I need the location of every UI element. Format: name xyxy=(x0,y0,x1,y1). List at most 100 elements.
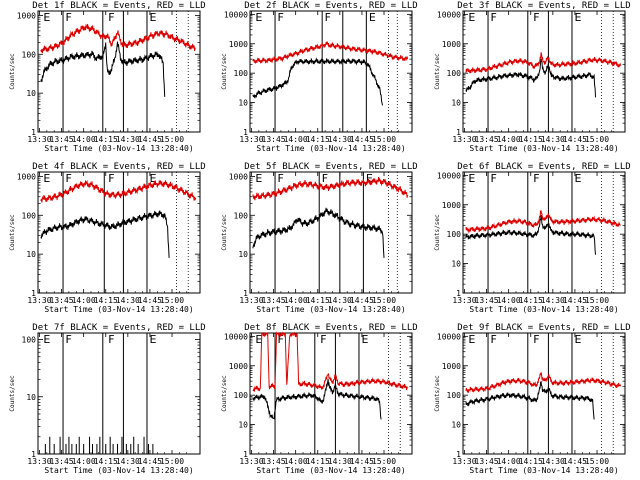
x-tick-label: 13:30 xyxy=(452,457,476,466)
event-marker: E xyxy=(43,333,50,346)
event-marker: F xyxy=(533,333,539,346)
y-tick-label: 1 xyxy=(243,289,248,298)
plot-frame xyxy=(249,10,413,133)
y-tick-label: 1 xyxy=(456,289,461,298)
x-tick-label: 13:30 xyxy=(27,135,51,144)
y-tick-label: 10000 xyxy=(437,171,461,180)
panel-title: Det 9f BLACK = Events, RED = LLD xyxy=(457,323,630,333)
y-tick-label: 1 xyxy=(31,128,36,137)
y-tick-label: 10000 xyxy=(224,10,248,19)
y-tick-label: 1 xyxy=(31,450,36,459)
lld-series-line xyxy=(252,41,409,65)
x-tick-label: 14:00 xyxy=(284,457,308,466)
x-tick-label: 13:45 xyxy=(262,457,286,466)
x-tick-label: 14:15 xyxy=(519,296,543,305)
panel-9: Det 9f BLACK = Events, RED = LLD 1 10 100 10… xyxy=(434,323,631,475)
x-tick-label: 14:00 xyxy=(497,457,521,466)
y-tick-label: 10 xyxy=(451,260,461,269)
panel-7: Det 7f BLACK = Events, RED = LLD 1 10 100 13… xyxy=(9,323,206,475)
x-tick-label: 14:45 xyxy=(138,135,162,144)
event-marker: E xyxy=(255,333,262,346)
y-tick-label: 1000 xyxy=(442,362,461,371)
event-marker: E xyxy=(574,333,581,346)
x-tick-label: 14:00 xyxy=(497,296,521,305)
lld-series-line xyxy=(465,372,622,393)
events-series-line xyxy=(252,57,383,106)
lld-series-line xyxy=(40,23,196,54)
x-tick-label: 14:00 xyxy=(72,457,96,466)
lld-series-line xyxy=(40,179,197,203)
y-tick-label: 1000 xyxy=(17,11,36,20)
plot-frame xyxy=(37,332,201,455)
lld-series-line xyxy=(465,52,622,75)
event-marker: E xyxy=(43,11,50,24)
plot-frame xyxy=(462,171,626,294)
events-series-line xyxy=(252,378,382,420)
x-tick-label: 14:45 xyxy=(350,296,374,305)
panel-5: Det 5f BLACK = Events, RED = LLD 1 10 100 10… xyxy=(221,162,418,314)
events-series-line xyxy=(465,380,595,420)
x-tick-label: 15:00 xyxy=(160,296,184,305)
x-tick-label: 13:30 xyxy=(239,296,263,305)
event-marker: F xyxy=(322,172,328,185)
event-marker: E xyxy=(574,172,581,185)
event-marker: F xyxy=(108,172,114,185)
y-axis-label: Counts/sec xyxy=(9,375,16,412)
y-tick-label: 1000 xyxy=(229,40,248,49)
plot-frame xyxy=(37,10,201,133)
y-tick-label: 10 xyxy=(238,250,248,259)
y-tick-label: 10000 xyxy=(437,10,461,19)
x-tick-label: 14:00 xyxy=(72,135,96,144)
lld-series-line xyxy=(465,210,621,234)
x-tick-label: 15:00 xyxy=(585,135,609,144)
y-tick-label: 1000 xyxy=(442,201,461,210)
x-tick-label: 14:45 xyxy=(563,135,587,144)
plot-frame xyxy=(462,10,626,133)
x-tick-label: 14:30 xyxy=(541,296,565,305)
event-marker: E xyxy=(361,333,368,346)
plot-frame xyxy=(462,332,626,455)
y-tick-label: 1 xyxy=(243,450,248,459)
y-tick-label: 100 xyxy=(22,50,37,59)
y-axis-label: Counts/sec xyxy=(434,53,441,90)
panel-title: Det 5f BLACK = Events, RED = LLD xyxy=(244,162,417,172)
y-tick-label: 100 xyxy=(447,69,462,78)
panel-title: Det 1f BLACK = Events, RED = LLD xyxy=(32,1,205,11)
x-tick-label: 14:45 xyxy=(563,296,587,305)
x-tick-label: 14:15 xyxy=(306,296,330,305)
y-tick-label: 1 xyxy=(456,128,461,137)
event-marker: E xyxy=(468,172,475,185)
y-axis-label: Counts/sec xyxy=(434,375,441,412)
events-series-line xyxy=(252,207,385,258)
x-tick-label: 14:45 xyxy=(350,457,374,466)
event-marker: E xyxy=(43,172,50,185)
x-tick-label: 14:30 xyxy=(328,457,352,466)
panel-title: Det 3f BLACK = Events, RED = LLD xyxy=(457,1,630,11)
events-series-line xyxy=(465,58,596,98)
event-marker: E xyxy=(255,11,262,24)
x-tick-label: 13:45 xyxy=(475,135,499,144)
event-marker: E xyxy=(149,172,156,185)
x-tick-label: 13:30 xyxy=(452,135,476,144)
event-marker: F xyxy=(491,172,497,185)
x-axis-label: Start Time (03-Nov-14 13:28:40) xyxy=(44,466,193,475)
plot-frame xyxy=(249,332,413,455)
x-tick-label: 15:00 xyxy=(372,135,396,144)
event-marker: E xyxy=(255,172,262,185)
x-tick-label: 13:45 xyxy=(50,296,74,305)
panel-title: Det 4f BLACK = Events, RED = LLD xyxy=(32,162,205,172)
y-tick-label: 1 xyxy=(31,289,36,298)
y-tick-label: 1000 xyxy=(442,40,461,49)
y-tick-label: 1 xyxy=(456,450,461,459)
event-marker: F xyxy=(533,172,539,185)
y-tick-label: 10000 xyxy=(437,332,461,341)
x-tick-label: 13:45 xyxy=(50,457,74,466)
y-axis-label: Counts/sec xyxy=(434,214,441,251)
event-marker: F xyxy=(66,333,72,346)
y-axis-label: Counts/sec xyxy=(9,214,16,251)
event-marker: F xyxy=(325,11,331,24)
lld-series-line xyxy=(252,176,409,201)
y-axis-label: Counts/sec xyxy=(221,214,228,251)
x-tick-label: 15:00 xyxy=(372,296,396,305)
events-series-line xyxy=(40,41,166,97)
